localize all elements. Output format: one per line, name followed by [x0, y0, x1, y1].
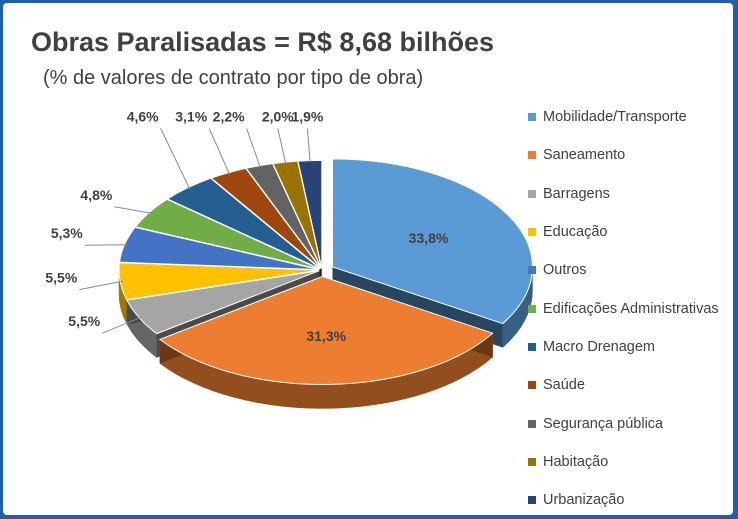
chart-subtitle: (% de valores de contrato por tipo de ob… — [43, 67, 424, 89]
legend-item-6: Macro Drenagem — [528, 328, 733, 366]
legend-swatch — [528, 496, 536, 505]
data-label-0: 33,8% — [409, 230, 449, 246]
data-label-10: 1,9% — [291, 108, 323, 124]
legend-label: Macro Drenagem — [543, 338, 656, 355]
legend-item-3: Educação — [528, 213, 733, 251]
leader-line-6 — [160, 128, 191, 190]
leader-line-7 — [208, 128, 230, 175]
legend-item-9: Habitação — [528, 443, 733, 481]
legend-item-10: Urbanização — [528, 481, 733, 519]
leader-line-2 — [102, 316, 143, 334]
legend-item-4: Outros — [528, 251, 733, 289]
legend-item-5: Edificações Administrativas — [528, 289, 733, 327]
legend-item-8: Segurança pública — [528, 404, 733, 442]
data-label-1: 31,3% — [306, 328, 346, 344]
legend-label: Edificações Administrativas — [543, 300, 719, 317]
data-label-8: 2,2% — [213, 108, 245, 124]
legend-label: Saneamento — [543, 147, 626, 164]
leader-line-9 — [277, 128, 287, 164]
legend-item-2: Barragens — [528, 175, 733, 213]
legend-label: Saúde — [543, 377, 585, 394]
legend-swatch — [528, 342, 536, 351]
leader-line-3 — [79, 280, 124, 291]
legend-label: Outros — [543, 262, 587, 279]
legend-item-7: Saúde — [528, 366, 733, 404]
data-label-5: 4,8% — [80, 187, 112, 203]
legend-label: Habitação — [543, 453, 609, 470]
data-label-4: 5,3% — [51, 225, 83, 241]
data-label-3: 5,5% — [45, 270, 77, 286]
legend-swatch — [528, 228, 536, 237]
chart-legend: Mobilidade/Transporte Saneamento Barragens… — [528, 98, 733, 519]
legend-swatch — [528, 419, 536, 428]
data-label-2: 5,5% — [68, 313, 100, 329]
leader-line-5 — [114, 206, 152, 214]
legend-label: Barragens — [543, 185, 610, 202]
legend-item-0: Mobilidade/Transporte — [528, 98, 733, 136]
legend-label: Segurança pública — [543, 415, 664, 432]
leader-line-10 — [306, 128, 311, 163]
data-label-7: 3,1% — [175, 108, 207, 124]
chart-title: Obras Paralisadas = R$ 8,68 bilhões — [31, 27, 494, 57]
legend-label: Mobilidade/Transporte — [543, 109, 687, 126]
data-label-6: 4,6% — [127, 108, 159, 124]
legend-label: Urbanização — [543, 492, 625, 509]
leader-line-8 — [246, 128, 261, 168]
legend-swatch — [528, 457, 536, 466]
legend-item-1: Saneamento — [528, 136, 733, 174]
legend-swatch — [528, 151, 536, 160]
legend-swatch — [528, 266, 536, 275]
legend-swatch — [528, 381, 536, 390]
legend-swatch — [528, 304, 536, 313]
legend-label: Educação — [543, 224, 608, 241]
legend-swatch — [528, 113, 536, 122]
legend-swatch — [528, 189, 536, 198]
data-label-9: 2,0% — [262, 108, 294, 124]
pie-slice-1 — [158, 275, 494, 409]
